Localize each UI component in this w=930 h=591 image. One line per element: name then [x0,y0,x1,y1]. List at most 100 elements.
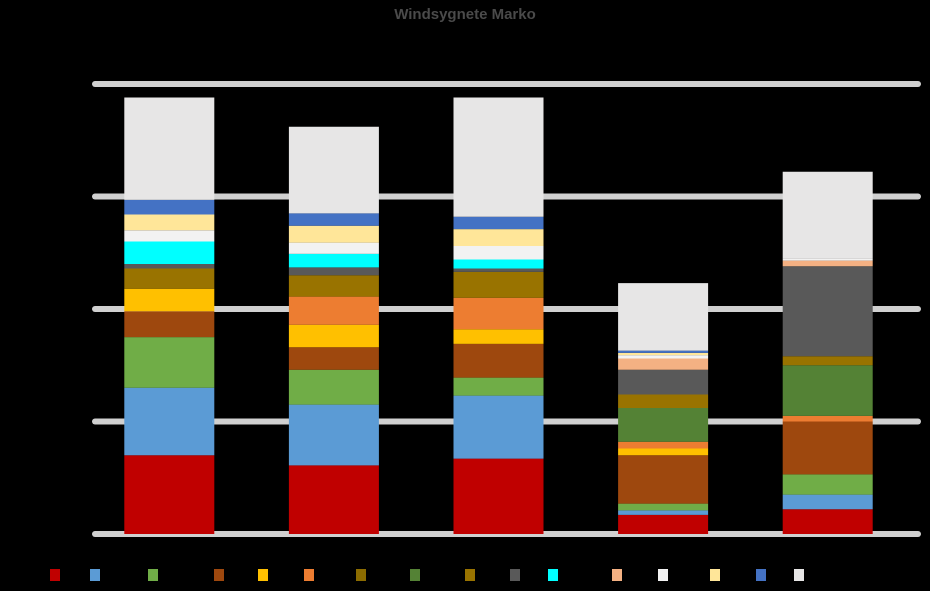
bar-segment-series-15 [453,216,544,230]
bar-segment-series-13 [288,242,379,254]
bar-segment-series-9 [618,394,709,408]
bar-segment-series-14 [453,229,544,246]
legend-swatch [510,568,520,581]
bar-segment-series-13 [618,355,709,359]
bar-groups [124,97,873,534]
legend-item [510,566,520,581]
bar-segment-series-4 [453,343,544,378]
legend-swatch [756,568,766,581]
bar-segment-series-16 [124,97,215,200]
legend-swatch [658,568,668,581]
bar-segment-series-1 [124,455,215,534]
bar-segment-series-4 [782,421,873,475]
bar-segment-series-16 [782,171,873,259]
bar-segment-series-10 [124,264,215,269]
bar-segment-series-12 [782,260,873,267]
legend-item [90,566,100,581]
bar-segment-series-3 [288,369,379,405]
legend-swatch [214,568,224,581]
bar-segment-series-5 [288,324,379,348]
bar-segment-series-4 [618,455,709,504]
bar-segment-series-3 [782,474,873,495]
bar-segment-series-13 [782,258,873,261]
bar-segment-series-16 [618,283,709,351]
bar-segment-series-6 [618,441,709,449]
legend-swatch [258,568,268,581]
bar-segment-series-6 [782,415,873,422]
legend-item [356,566,366,581]
bar-segment-series-2 [782,494,873,510]
bar-segment-series-4 [288,347,379,370]
bar-segment-series-11 [288,253,379,268]
legend-item [258,566,268,581]
legend-item [410,566,420,581]
legend-item [148,566,158,581]
bar-segment-series-2 [124,387,215,456]
legend-item [50,566,60,581]
bar-segment-series-6 [453,297,544,330]
bar-segment-series-11 [124,241,215,264]
bar-segment-series-9 [782,356,873,366]
bar-segment-series-6 [288,296,379,325]
bar-segment-series-3 [124,337,215,388]
legend-item [658,566,668,581]
bar-segment-series-1 [288,465,379,534]
bar-segment-series-8 [618,408,709,442]
legend-swatch [710,568,720,581]
legend-item [214,566,224,581]
bar-segment-series-16 [288,126,379,214]
bar-segment-series-15 [288,213,379,226]
legend-swatch [356,568,366,581]
bar-segment-series-9 [124,268,215,289]
bar-group-1 [124,97,215,534]
legend-swatch [612,568,622,581]
chart-title: Windsygnete Marko [394,6,536,23]
bar-group-5 [782,171,873,534]
bar-segment-series-13 [453,246,544,260]
bar-segment-series-1 [782,509,873,534]
bar-segment-series-3 [618,503,709,511]
bar-segment-series-3 [453,377,544,396]
legend-swatch [548,568,558,581]
legend [0,560,930,586]
bar-segment-series-14 [288,225,379,243]
bar-segment-series-13 [124,230,215,242]
bar-segment-series-16 [453,97,544,217]
bar-segment-series-10 [782,266,873,357]
legend-item [612,566,622,581]
bar-segment-series-4 [124,311,215,338]
bar-segment-series-2 [618,510,709,515]
legend-item [756,566,766,581]
bar-segment-series-5 [453,329,544,344]
legend-swatch [465,568,475,581]
bar-segment-series-9 [453,271,544,298]
bar-segment-series-2 [453,395,544,459]
legend-item [465,566,475,581]
bar-segment-series-8 [782,365,873,416]
legend-item [710,566,720,581]
bar-segment-series-14 [618,352,709,356]
legend-swatch [148,568,158,581]
bar-segment-series-11 [453,259,544,269]
bar-group-4 [618,283,709,534]
legend-item [794,566,804,581]
legend-item [304,566,314,581]
bar-segment-series-14 [124,214,215,231]
bar-segment-series-15 [124,199,215,215]
bar-group-3 [453,97,544,534]
bar-segment-series-9 [288,275,379,297]
legend-swatch [90,568,100,581]
bar-segment-series-2 [288,404,379,466]
bar-segment-series-1 [618,514,709,534]
bar-group-2 [288,126,379,534]
legend-swatch [50,568,60,581]
legend-swatch [794,568,804,581]
bar-segment-series-5 [618,448,709,456]
bar-segment-series-10 [618,369,709,395]
bar-segment-series-12 [618,358,709,370]
bar-segment-series-10 [288,267,379,276]
bar-segment-series-15 [618,350,709,353]
legend-swatch [410,568,420,581]
legend-swatch [304,568,314,581]
